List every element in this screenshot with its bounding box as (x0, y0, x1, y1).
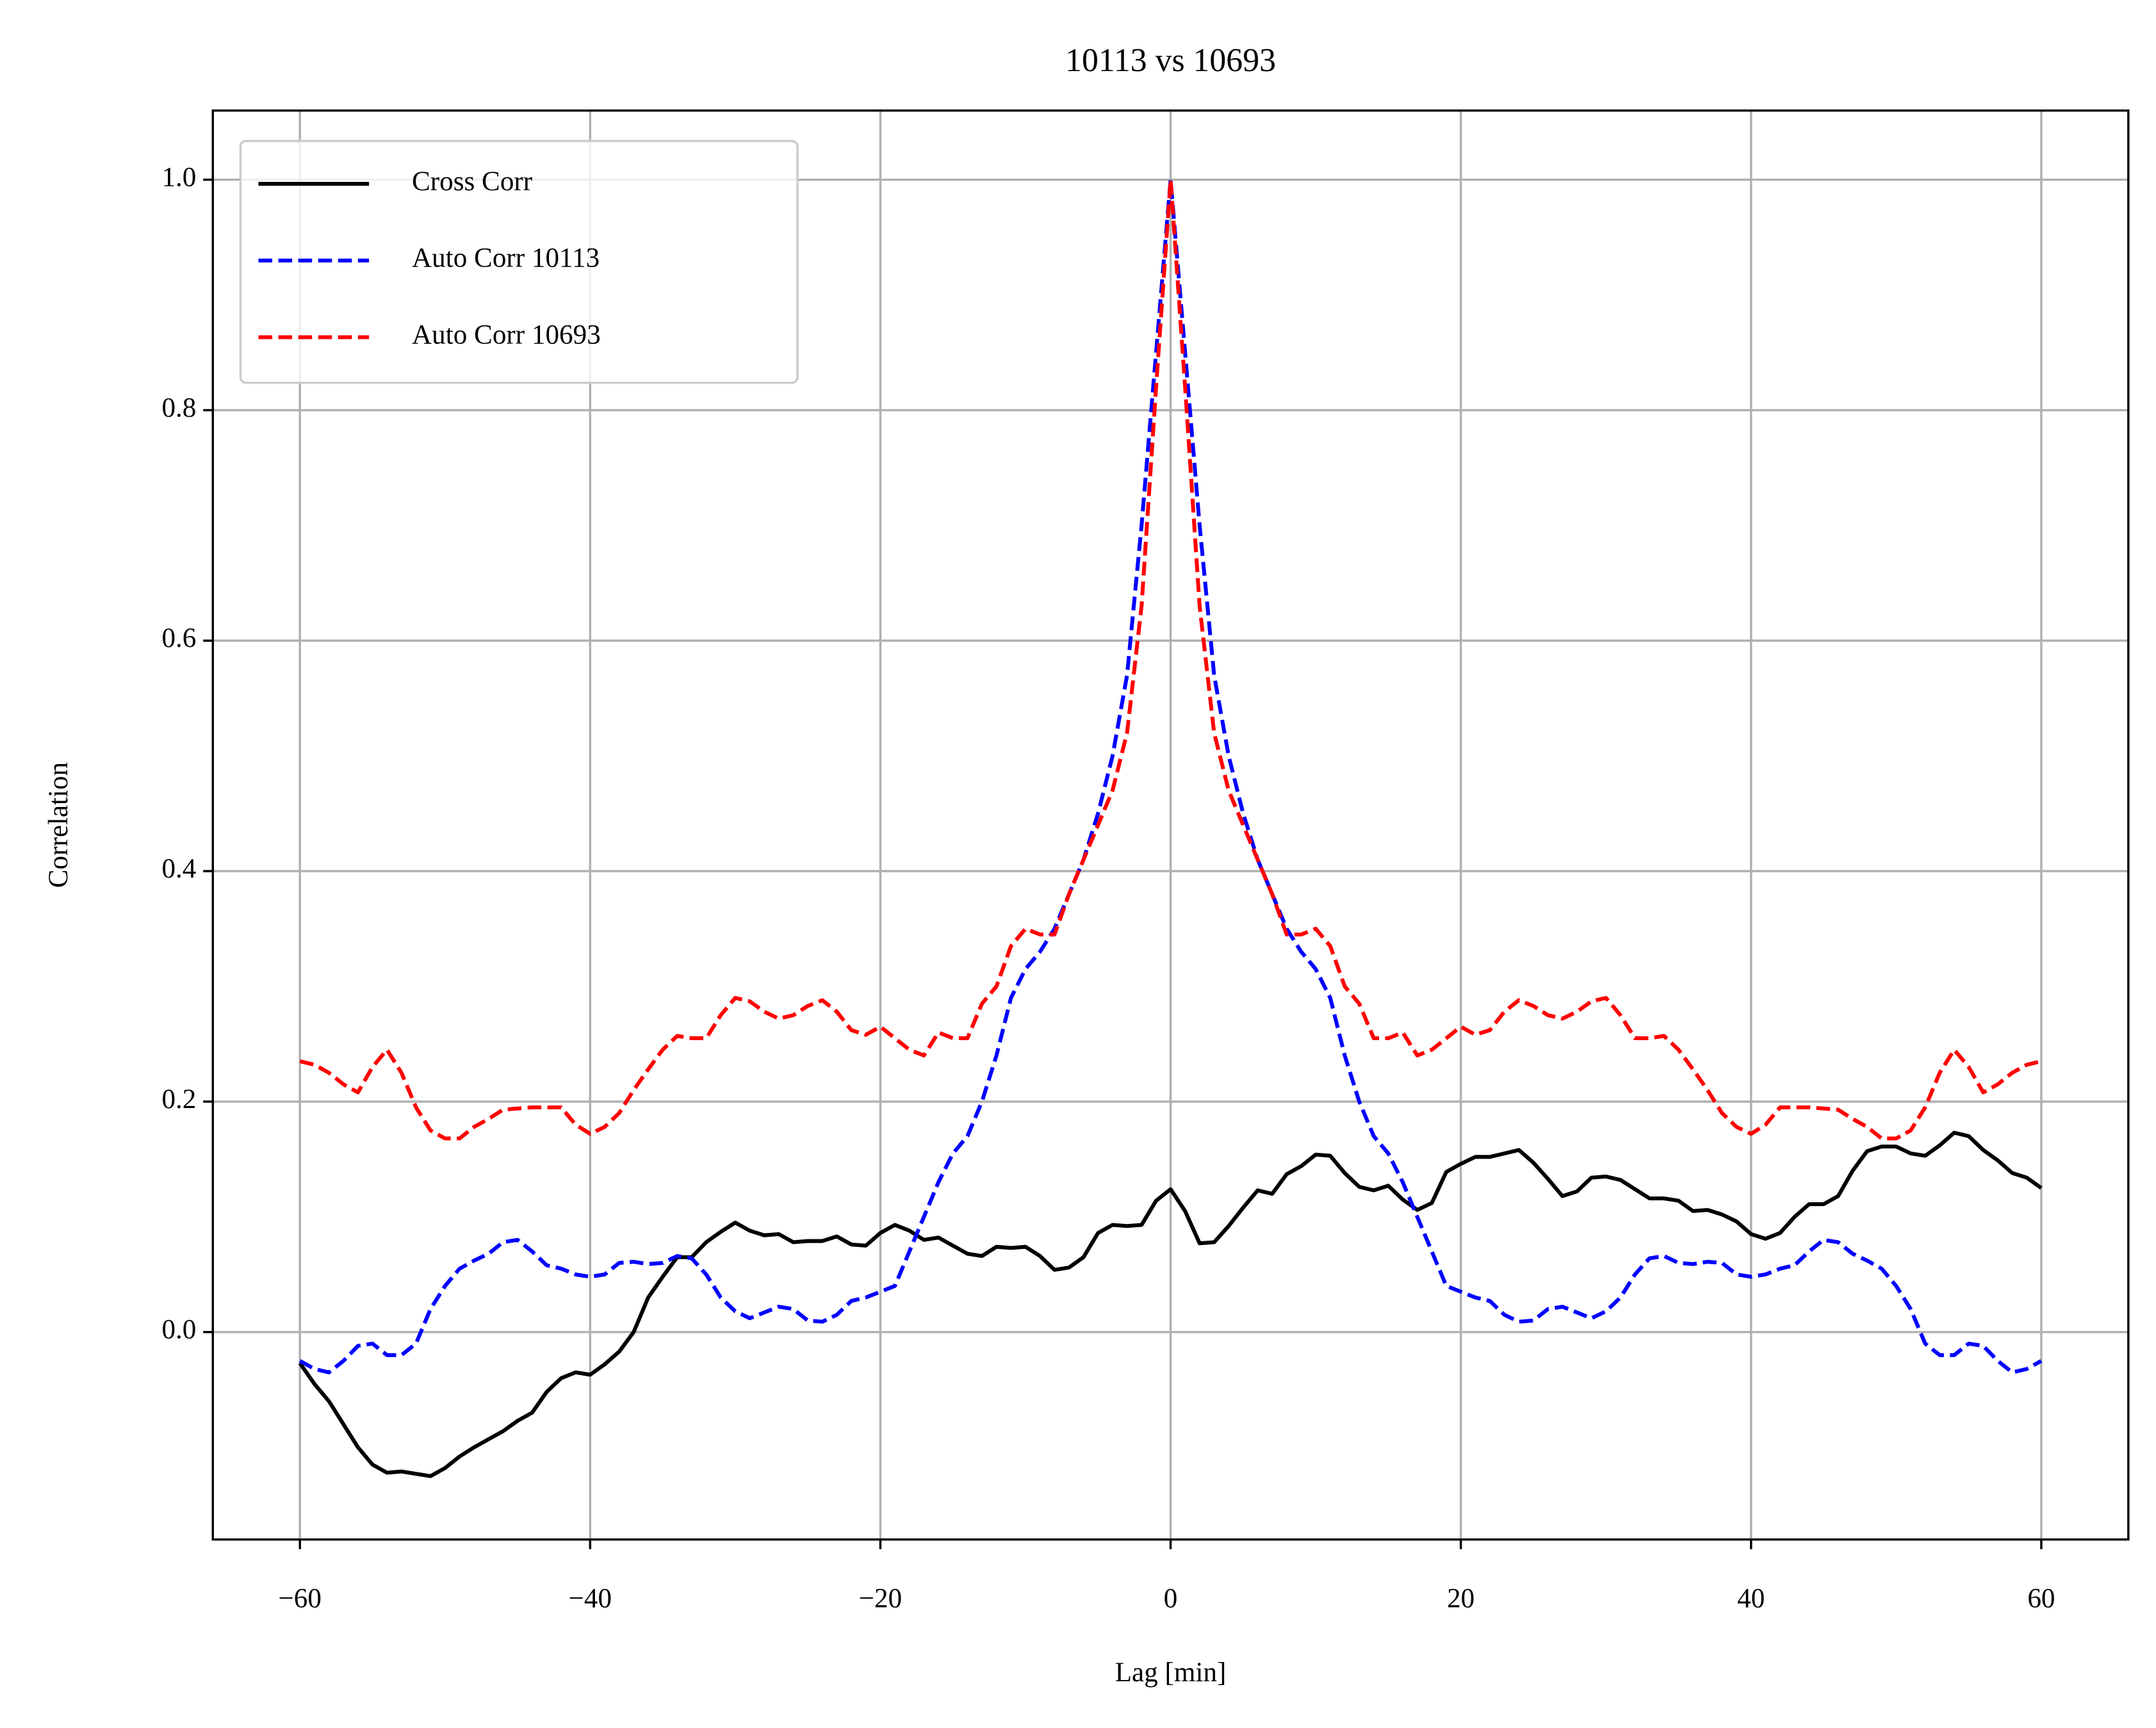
plot-lines (298, 177, 2043, 1478)
legend-label: Auto Corr 10693 (412, 320, 601, 350)
x-tick-label: −60 (278, 1583, 321, 1613)
y-axis-label: Correlation (44, 762, 74, 888)
legend-frame (239, 140, 799, 384)
series-line (298, 1130, 2043, 1478)
x-tick-label: −40 (569, 1583, 612, 1613)
y-tick-label: 0.4 (161, 854, 196, 884)
ticks: −60 −40 −20 0 20 40 60 0.0 0.2 0.4 0.6 0.8 1.0 (161, 162, 2055, 1613)
chart-title: 10113 vs 10693 (1065, 42, 1276, 79)
y-tick-label: 0.0 (161, 1315, 196, 1345)
y-tick-label: 0.2 (161, 1084, 196, 1114)
y-tick-label: 1.0 (161, 162, 196, 192)
legend-label: Auto Corr 10113 (412, 243, 600, 273)
legend-label: Cross Corr (412, 167, 532, 197)
y-tick-label: 0.6 (161, 623, 196, 653)
x-tick-label: 20 (1447, 1583, 1474, 1613)
x-axis-label: Lag [min] (1115, 1658, 1227, 1688)
x-tick-label: 0 (1164, 1583, 1178, 1613)
y-tick-label: 0.8 (161, 393, 196, 423)
grid (213, 110, 2128, 1540)
series-line (299, 177, 2042, 1141)
x-tick-label: −20 (859, 1583, 902, 1613)
x-tick-label: 60 (2027, 1583, 2055, 1613)
x-tick-label: 40 (1737, 1583, 1765, 1613)
series-line (298, 177, 2043, 1374)
legend: Cross Corr Auto Corr 10113 Auto Corr 10693 (239, 140, 799, 384)
